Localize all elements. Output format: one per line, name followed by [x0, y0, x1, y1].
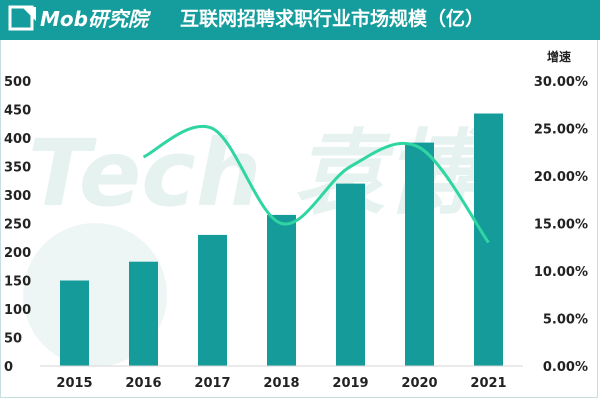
- y-tick-left: 500: [4, 75, 31, 90]
- header-bar: Mob研究院 互联网招聘求职行业市场规模（亿）: [0, 0, 600, 40]
- growth-line: [142, 124, 490, 244]
- x-tick: 2019: [332, 376, 368, 391]
- y-tick-left: 450: [4, 104, 31, 119]
- brand-name: Mob研究院: [40, 7, 148, 31]
- y-tick-right: 15.00%: [534, 218, 588, 233]
- x-tick: 2020: [401, 376, 437, 391]
- y-tick-right: 10.00%: [534, 265, 588, 280]
- bar-2016: [129, 261, 158, 366]
- bar-2020: [405, 142, 434, 366]
- y-tick-left: 150: [4, 275, 31, 290]
- bar-2015: [60, 280, 89, 366]
- y-tick-left: 400: [4, 132, 31, 147]
- y-tick-right: 5.00%: [543, 313, 588, 328]
- y-tick-left: 250: [4, 218, 31, 233]
- mob-logo-icon: [8, 5, 36, 31]
- y-tick-left: 50: [4, 332, 22, 347]
- x-tick: 2015: [56, 376, 92, 391]
- bar-2017: [198, 234, 227, 366]
- bar-2018: [267, 214, 296, 366]
- y-tick-left: 0: [4, 360, 13, 375]
- y-tick-right: 25.00%: [534, 123, 588, 138]
- bars-group: [60, 113, 503, 366]
- y-tick-left: 100: [4, 303, 31, 318]
- y-axis-right-title: 增速: [547, 49, 571, 64]
- x-axis: 2015 2016 2017 2018 2019 2020 2021: [40, 365, 523, 391]
- y-tick-left: 200: [4, 246, 31, 261]
- x-tick: 2018: [263, 376, 299, 391]
- y-axis-right: 增速 30.00% 25.00% 20.00% 15.00% 10.00% 5.00% 0.…: [534, 49, 588, 375]
- y-tick-right: 20.00%: [534, 170, 588, 185]
- x-tick: 2016: [125, 376, 161, 391]
- y-tick-left: 350: [4, 161, 31, 176]
- x-tick: 2017: [194, 376, 230, 391]
- x-tick: 2021: [470, 376, 506, 391]
- bar-2019: [336, 183, 365, 366]
- y-tick-left: 300: [4, 189, 31, 204]
- bar-2021: [474, 113, 503, 366]
- y-tick-right: 30.00%: [534, 75, 588, 90]
- chart-title: 互联网招聘求职行业市场规模（亿）: [180, 8, 485, 30]
- chart-frame: [0, 40, 598, 398]
- y-tick-right: 0.00%: [543, 360, 588, 375]
